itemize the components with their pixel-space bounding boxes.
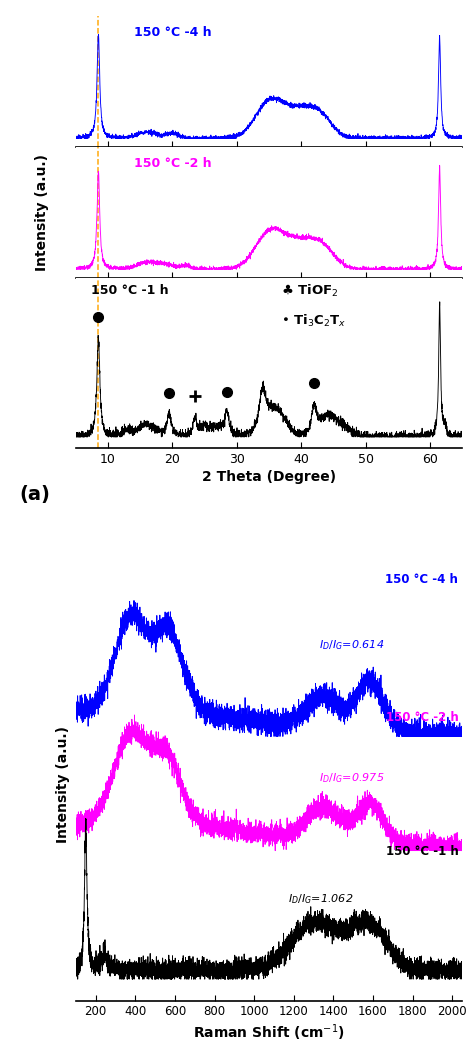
X-axis label: 2 Theta (Degree): 2 Theta (Degree) — [202, 470, 336, 483]
Text: $I_D/I_G$=0.975: $I_D/I_G$=0.975 — [319, 771, 385, 785]
Text: $I_D/I_G$=1.062: $I_D/I_G$=1.062 — [288, 892, 354, 906]
Text: ♣ TiOF$_2$: ♣ TiOF$_2$ — [281, 283, 338, 298]
Text: 150 °C -2 h: 150 °C -2 h — [385, 712, 458, 724]
Text: 150 °C -4 h: 150 °C -4 h — [134, 26, 211, 39]
Text: • Ti$_3$C$_2$T$_x$: • Ti$_3$C$_2$T$_x$ — [281, 313, 346, 329]
Text: 150 °C -4 h: 150 °C -4 h — [385, 573, 458, 586]
Text: 150 °C -2 h: 150 °C -2 h — [134, 157, 211, 170]
Text: (a): (a) — [20, 486, 51, 504]
Text: 150 °C -1 h: 150 °C -1 h — [91, 285, 169, 297]
Text: $I_D/I_G$=0.614: $I_D/I_G$=0.614 — [319, 638, 384, 652]
X-axis label: Raman Shift (cm$^{-1}$): Raman Shift (cm$^{-1}$) — [193, 1023, 345, 1044]
Text: 150 °C -1 h: 150 °C -1 h — [385, 845, 458, 858]
Y-axis label: Intensity (a.u.): Intensity (a.u.) — [35, 153, 49, 270]
Y-axis label: Intensity (a.u.): Intensity (a.u.) — [56, 726, 70, 843]
